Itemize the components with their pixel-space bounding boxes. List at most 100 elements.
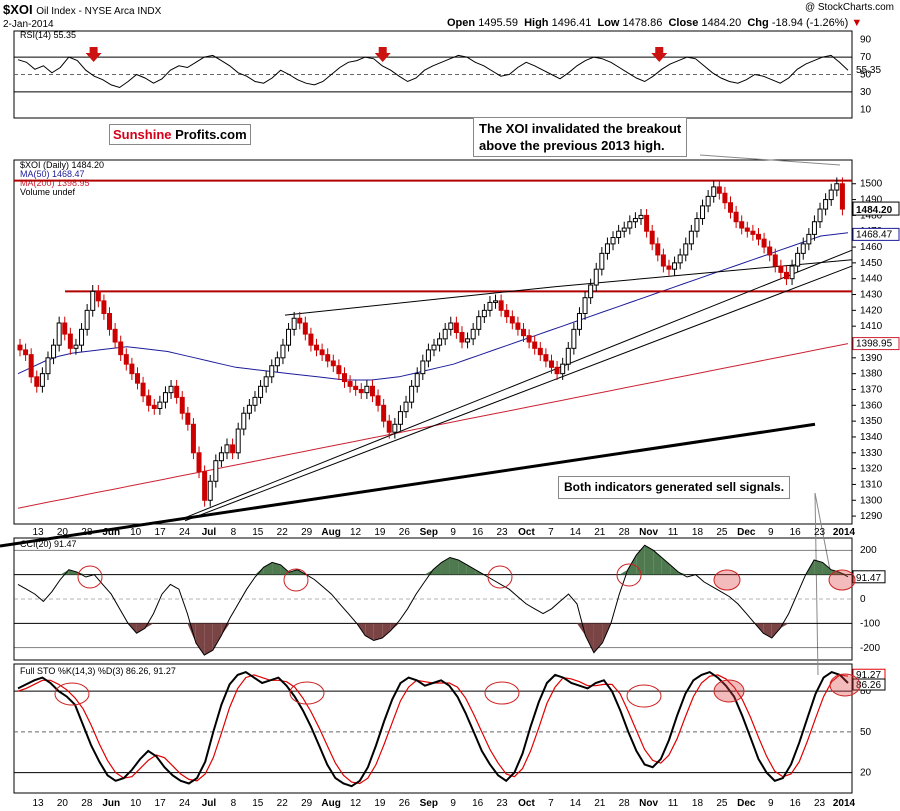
price-candle [543,354,549,362]
price-candle [202,471,208,501]
date-label: 19 [374,527,386,538]
price-tick-label: 1310 [860,479,883,490]
price-candle [565,347,571,365]
price-candle [101,300,107,315]
price-candle [755,233,761,240]
date-label: 9 [450,527,456,538]
price-candle [425,349,431,362]
date-label: 23 [814,798,826,809]
price-candle [470,328,476,340]
cci-overbought-fill [68,569,78,575]
date-label: 17 [155,527,167,538]
cci-tick-label: 200 [860,545,877,556]
cci-oversold-fill [195,623,205,656]
date-label: 16 [472,798,484,809]
price-candle [258,385,264,398]
price-candle [112,328,118,343]
price-candle [806,233,812,245]
price-candle [196,452,202,473]
price-candle [84,309,90,330]
sell-signal-arrow-icon [374,47,391,62]
trend-line-lower [184,265,853,522]
price-candle [73,344,79,349]
price-tick-label: 1340 [860,432,883,443]
sto-tick-label: 50 [860,727,872,738]
price-tick-label: 1330 [860,448,883,459]
sto-signal-circle [626,684,662,708]
rsi-tick-label: 50 [860,70,872,81]
cci-overbought-fill [822,562,832,575]
date-label: 11 [668,527,679,538]
price-candle [179,396,185,414]
trend-line-upper [184,249,853,519]
price-candle [515,322,521,330]
price-candle [554,366,560,375]
cci-oversold-fill [585,623,594,653]
price-candle [358,388,364,394]
price-candle [739,221,745,229]
price-candle [190,423,196,454]
date-label: Dec [737,798,756,809]
cci-oversold-fill [763,623,772,639]
price-tick-label: 1480 [860,210,883,221]
date-label: 16 [472,527,484,538]
price-candle [588,284,594,299]
price-candle [185,412,191,425]
price-candle [174,385,180,398]
price-candle [336,365,342,375]
date-label: 18 [692,527,704,538]
ma200-legend: MA(200) 1398.95 [20,178,90,188]
price-candle [218,452,224,462]
rsi-last-label: 55.35 [856,65,881,76]
date-label: 29 [301,798,313,809]
price-candle [246,404,252,414]
volume-legend: Volume undef [20,187,76,197]
date-label: Sep [420,527,438,538]
price-tick-label: 1320 [860,464,883,475]
cci-oversold-fill [373,623,383,641]
price-candle [146,395,152,406]
cci-signal-circle [283,568,309,592]
price-tick-label: 1380 [860,369,883,380]
price-candle [694,218,700,232]
cci-overbought-fill [263,562,273,575]
price-candle [151,404,157,409]
price-candle [129,363,135,375]
price-candle [325,354,331,362]
price-candle [795,252,801,267]
price-tick-label: 1490 [860,195,883,206]
price-candle [392,423,398,433]
price-candle [632,218,638,223]
cci-overbought-fill [458,559,467,575]
date-label: 22 [277,527,289,538]
sell-signal-arrow-icon [651,47,668,62]
long-term-trend-line [0,422,816,548]
price-candle [162,392,168,403]
panel-frame-cci [13,537,853,661]
last-price-box [852,201,900,216]
sto-k-last-box [852,678,886,691]
date-label: 7 [548,527,554,538]
date-label: 26 [399,798,411,809]
price-candle [39,373,45,387]
rsi-tick-label: 70 [860,52,872,63]
cci-oversold-fill [771,623,781,639]
price-candle [95,290,101,302]
price-candle [744,227,750,232]
date-label: Jun [102,527,120,538]
date-label: Jul [202,527,217,538]
price-candle [330,360,336,367]
date-label: Aug [321,527,340,538]
date-label: 28 [81,798,93,809]
panel-frame-price [13,159,853,525]
date-label: 20 [57,798,69,809]
date-label: Nov [639,798,658,809]
date-label: 24 [179,798,191,809]
price-candle [610,237,616,245]
price-candle [789,265,795,280]
price-candle [45,357,51,375]
annotation-leader [699,154,841,166]
price-candle [504,309,510,318]
price-candle [23,349,29,356]
price-candle [599,252,605,270]
